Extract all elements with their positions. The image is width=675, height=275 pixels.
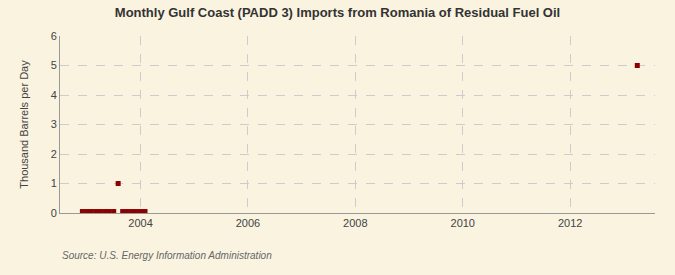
svg-text:5: 5 [51,59,57,71]
svg-text:6: 6 [51,30,57,42]
svg-text:2010: 2010 [451,217,475,229]
svg-text:2008: 2008 [343,217,367,229]
svg-text:0: 0 [51,207,57,219]
svg-text:2: 2 [51,148,57,160]
svg-text:1: 1 [51,177,57,189]
svg-text:4: 4 [51,89,57,101]
svg-text:2004: 2004 [128,217,152,229]
svg-text:3: 3 [51,118,57,130]
svg-text:Thousand Barrels per Day: Thousand Barrels per Day [18,60,30,189]
svg-text:2006: 2006 [236,217,260,229]
svg-text:Monthly Gulf Coast (PADD 3) Im: Monthly Gulf Coast (PADD 3) Imports from… [115,5,560,20]
svg-text:Source: U.S. Energy Informatio: Source: U.S. Energy Information Administ… [62,250,272,261]
svg-text:2012: 2012 [558,217,582,229]
